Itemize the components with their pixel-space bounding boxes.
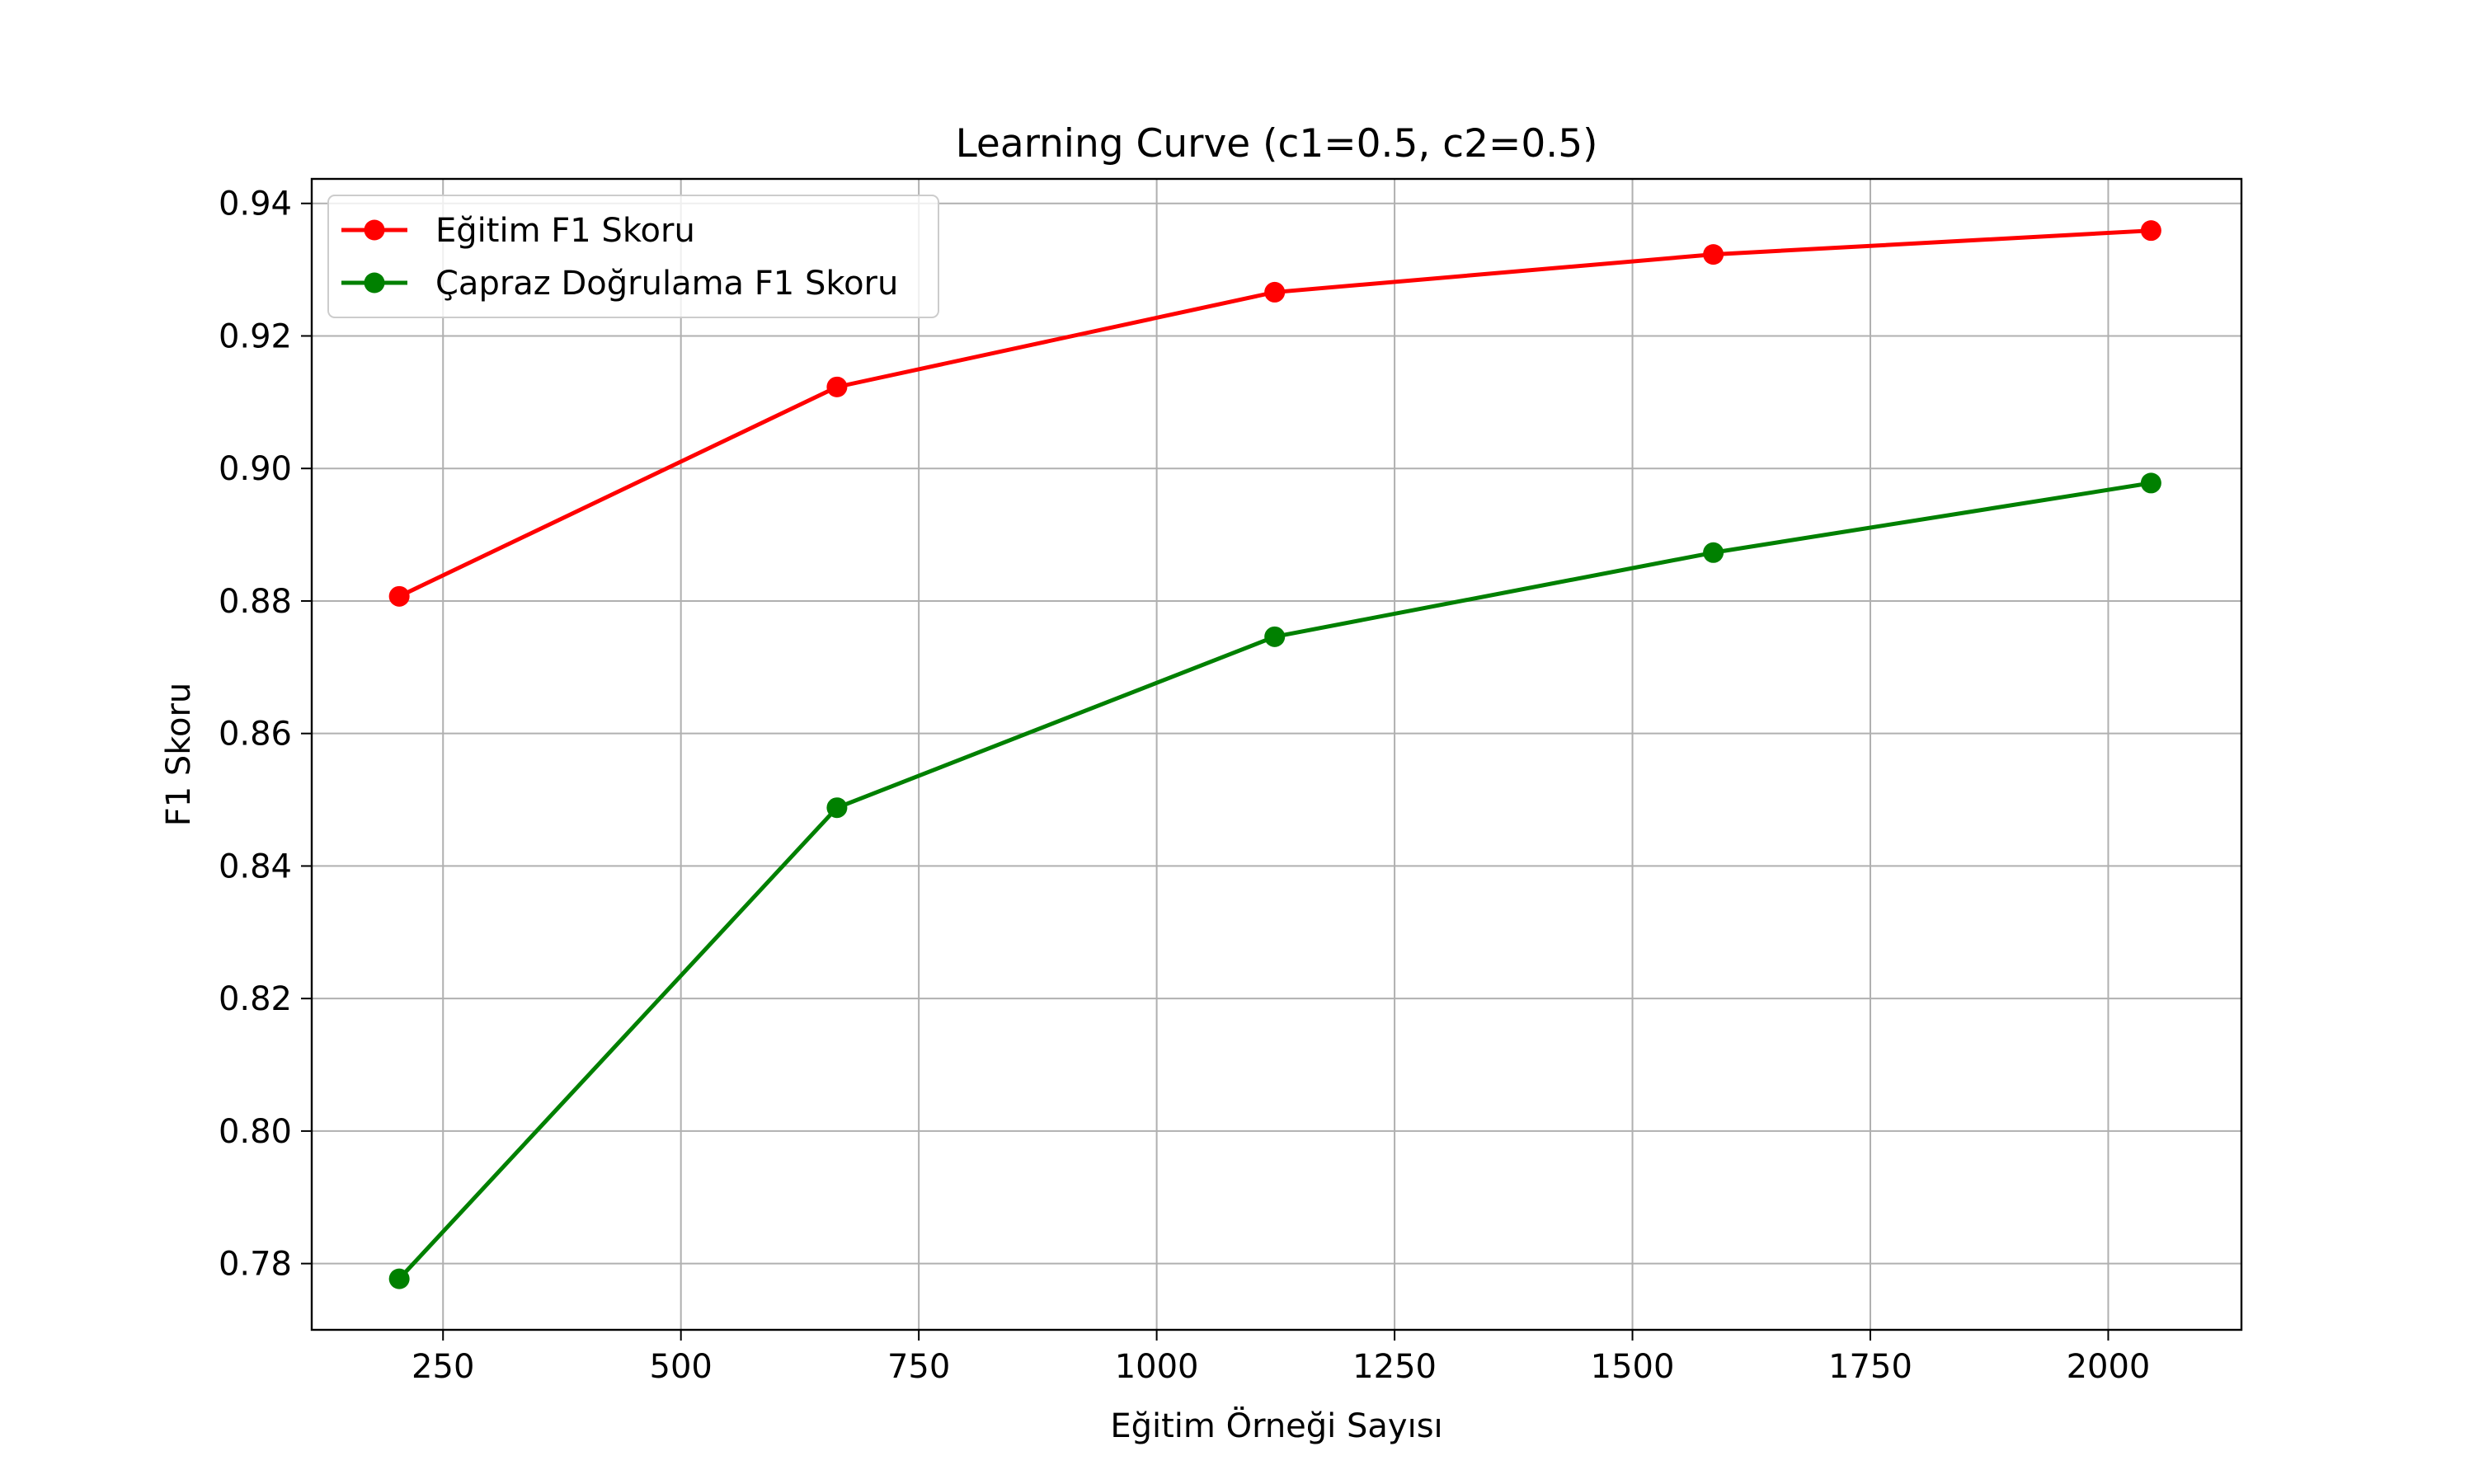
legend: Eğitim F1 Skoru Çapraz Doğrulama F1 Skoru [327, 195, 939, 318]
legend-box [327, 195, 939, 318]
y-tick-label: 0.84 [219, 848, 292, 885]
x-tick-label: 500 [650, 1348, 713, 1386]
y-tick-label: 0.78 [219, 1246, 292, 1284]
y-tick-label: 0.86 [219, 716, 292, 754]
legend-marker-1 [364, 219, 385, 241]
plot-frame [310, 177, 2243, 1331]
x-tick-label: 1750 [1828, 1348, 1912, 1386]
y-tick-label: 0.82 [219, 980, 292, 1018]
legend-marker-2 [364, 272, 385, 294]
data-point-series-2 [2140, 472, 2161, 494]
data-point-series-1 [2140, 220, 2161, 242]
data-point-series-1 [1264, 281, 1286, 303]
data-point-series-2 [388, 1268, 410, 1289]
y-tick-label: 0.80 [219, 1113, 292, 1151]
y-tick-label: 0.90 [219, 450, 292, 488]
y-axis-title: F1 Skoru [160, 683, 198, 827]
x-axis-ticks: 250 500 750 1000 1250 1500 1750 2000 [412, 1330, 2150, 1386]
data-point-series-2 [826, 797, 848, 819]
x-tick-label: 750 [887, 1348, 950, 1386]
data-point-series-1 [826, 376, 848, 397]
plot-series [388, 220, 2161, 1289]
legend-label-1: Eğitim F1 Skoru [435, 212, 695, 250]
data-point-series-1 [1703, 244, 1724, 265]
y-tick-label: 0.94 [219, 186, 292, 223]
x-tick-label: 1250 [1352, 1348, 1437, 1386]
chart-title: Learning Curve (c1=0.5, c2=0.5) [956, 121, 1598, 167]
x-axis-title: Eğitim Örneği Sayısı [1110, 1406, 1442, 1445]
legend-label-2: Çapraz Doğrulama F1 Skoru [435, 265, 898, 303]
x-tick-label: 1000 [1115, 1348, 1199, 1386]
y-axis-ticks: 0.78 0.80 0.82 0.84 0.86 0.88 0.90 0.92 0.94 [219, 186, 312, 1284]
data-point-series-2 [1264, 626, 1286, 647]
y-tick-label: 0.88 [219, 583, 292, 621]
data-point-series-2 [1703, 542, 1724, 563]
x-tick-label: 2000 [2067, 1348, 2151, 1386]
x-tick-label: 1500 [1591, 1348, 1675, 1386]
x-tick-label: 250 [412, 1348, 474, 1386]
y-tick-label: 0.92 [219, 317, 292, 355]
data-point-series-1 [388, 585, 410, 607]
